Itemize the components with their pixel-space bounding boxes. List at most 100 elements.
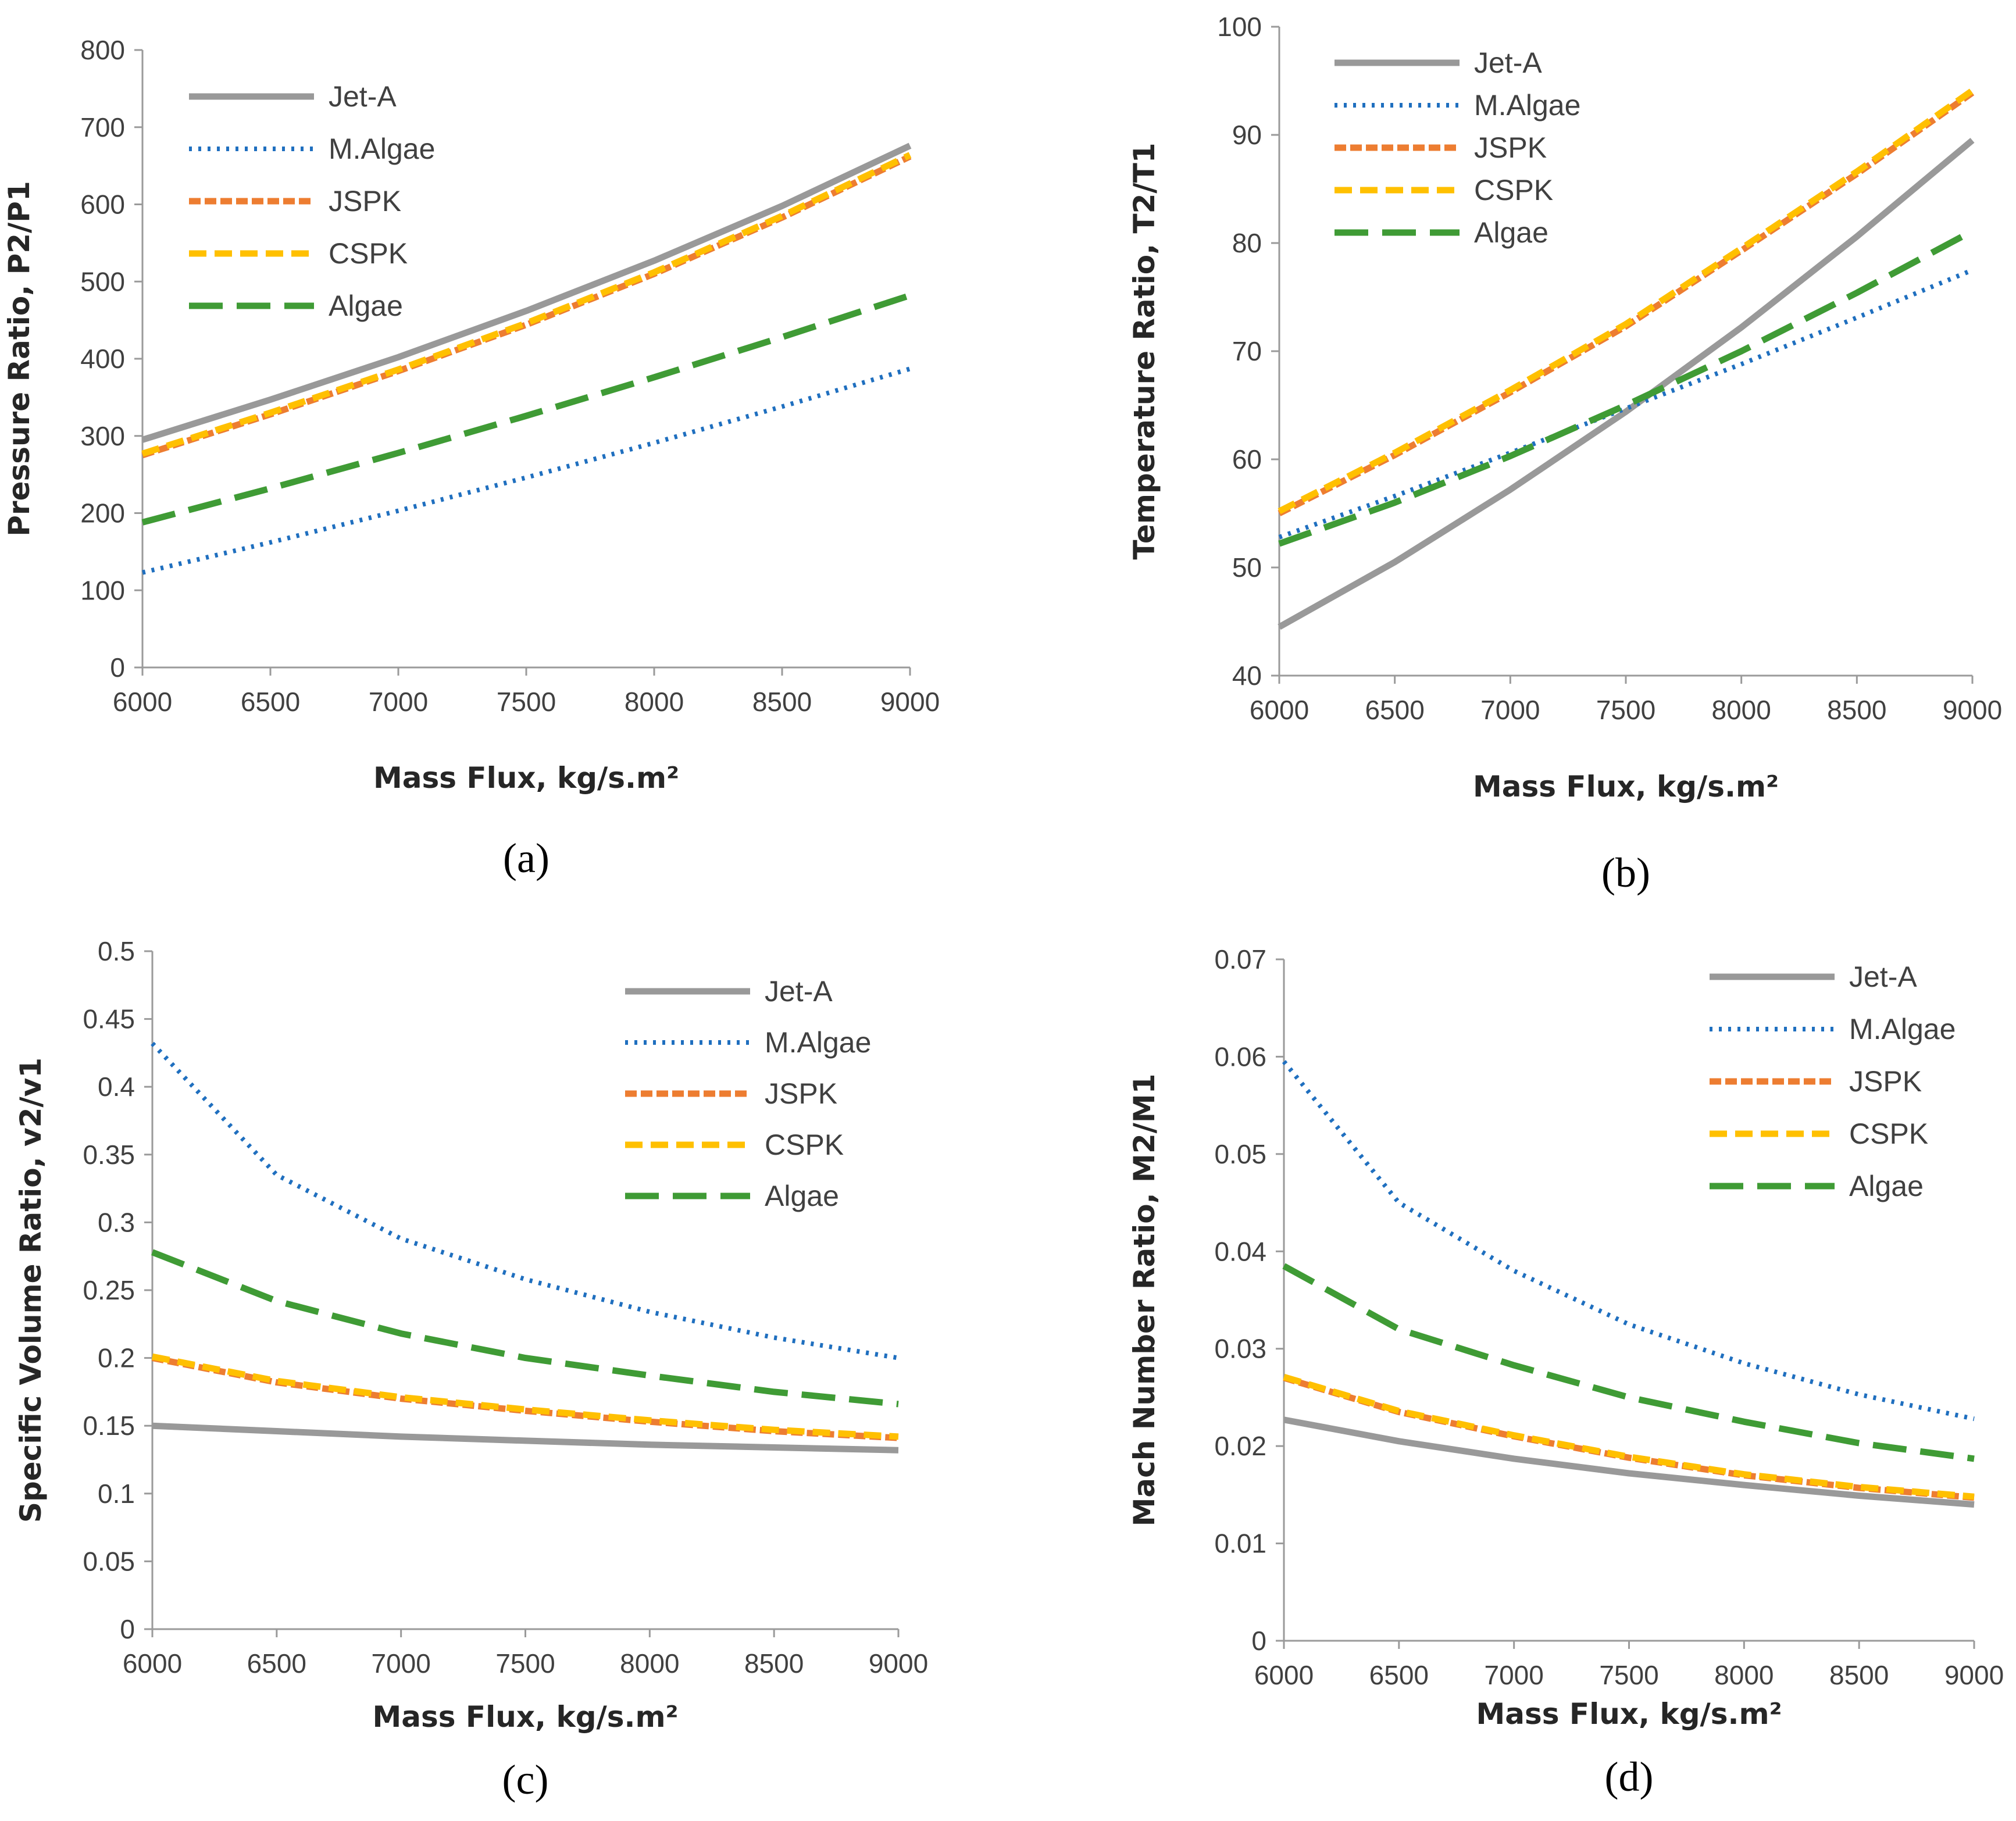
x-axis-title: Mass Flux, kg/s.m²	[372, 1700, 678, 1734]
x-tick-label: 9000	[869, 1648, 928, 1679]
x-tick-label: 6000	[1250, 695, 1309, 725]
y-tick-label: 0.5	[98, 936, 135, 966]
series-line-m-algae	[1278, 267, 1974, 540]
series-line-algae	[1282, 1263, 1975, 1462]
legend-label: CSPK	[1849, 1117, 1928, 1150]
y-tick-label: 0	[110, 652, 125, 683]
series-line-algae	[151, 1249, 899, 1408]
x-tick-label: 7500	[497, 687, 556, 717]
y-tick-label: 0	[1251, 1626, 1266, 1656]
series-line-m-algae	[1282, 1060, 1975, 1422]
y-tick-label: 0.45	[83, 1004, 135, 1034]
legend-label: Algae	[1474, 216, 1548, 249]
legend-label: JSPK	[1849, 1065, 1922, 1098]
y-tick-label: 40	[1232, 660, 1262, 691]
series-line-jspk	[1278, 90, 1975, 516]
y-tick-label: 0.25	[83, 1275, 135, 1305]
legend-label: M.Algae	[1849, 1013, 1956, 1045]
chart-panel-2: 40 50 60 70 80 90 100 6000 6500 7000 7500 8000 8500 9…	[1127, 12, 2002, 896]
legend-label: Jet-A	[329, 80, 397, 113]
legend-label: CSPK	[765, 1129, 844, 1161]
x-tick-label: 7000	[369, 687, 428, 717]
series-line-m-algae	[142, 366, 911, 575]
y-tick-label: 0.05	[83, 1546, 135, 1576]
x-axis-title: Mass Flux, kg/s.m²	[1476, 1697, 1782, 1731]
y-tick-label: 200	[80, 498, 125, 529]
x-tick-label: 8500	[752, 687, 812, 717]
chart-panel-1: 0 100 200 300 400 500 600 700 800 6000 6500 7000 750…	[2, 35, 940, 881]
chart-panel-3: 0 0.05 0.1 0.15 0.2 0.25 0.3 0.35 0.4 0.45 0.5 6000…	[14, 936, 928, 1803]
series-line-jet-a	[152, 1422, 899, 1454]
panel-caption: (c)	[502, 1756, 549, 1803]
x-tick-label: 9000	[880, 687, 940, 717]
y-tick-label: 0.4	[98, 1072, 135, 1102]
legend-label: CSPK	[329, 237, 408, 270]
legend-label: CSPK	[1474, 174, 1553, 206]
x-tick-label: 6500	[241, 687, 300, 717]
chart-panel-4: 0 0.01 0.02 0.03 0.04 0.05 0.06 0.07 6000 6500 700…	[1127, 944, 2004, 1800]
x-tick-label: 7500	[1599, 1660, 1658, 1690]
y-tick-label: 0.2	[98, 1343, 135, 1373]
y-tick-label: 50	[1232, 552, 1262, 583]
x-tick-label: 8500	[1829, 1660, 1889, 1690]
x-tick-label: 8500	[744, 1648, 804, 1679]
y-tick-label: 0.1	[98, 1479, 135, 1509]
series-line-jspk	[1283, 1374, 1975, 1501]
y-axis-title: Pressure Ratio, P2/P1	[2, 181, 36, 536]
legend-label: Algae	[1849, 1170, 1924, 1202]
series-line-cspk	[1278, 88, 1975, 515]
y-tick-label: 0.07	[1214, 944, 1266, 974]
legend-label: JSPK	[1474, 131, 1547, 164]
series-line-jet-a	[1283, 1416, 1975, 1508]
x-tick-label: 9000	[1943, 695, 2002, 725]
y-tick-label: 60	[1232, 444, 1262, 474]
x-tick-label: 7000	[1484, 1660, 1543, 1690]
x-axis-title: Mass Flux, kg/s.m²	[1473, 770, 1779, 804]
y-tick-label: 500	[80, 266, 125, 297]
series-line-cspk	[141, 152, 912, 457]
y-tick-label: 0.35	[83, 1140, 135, 1170]
y-tick-label: 100	[1217, 12, 1262, 42]
y-tick-label: 0.15	[83, 1411, 135, 1441]
y-tick-label: 800	[80, 35, 125, 65]
x-tick-label: 6000	[123, 1648, 182, 1679]
legend-label: Jet-A	[1474, 47, 1542, 79]
series-line-jspk	[151, 1355, 899, 1441]
x-tick-label: 6500	[247, 1648, 306, 1679]
y-axis-title: Mach Number Ratio, M2/M1	[1127, 1074, 1161, 1527]
series-line-algae	[141, 292, 911, 526]
legend: Jet-A M.Algae JSPK CSPK Algae	[1335, 47, 1580, 249]
x-tick-label: 7000	[371, 1648, 430, 1679]
legend-label: Algae	[765, 1180, 839, 1212]
x-axis-title: Mass Flux, kg/s.m²	[373, 761, 679, 795]
x-tick-label: 9000	[1944, 1660, 2004, 1690]
y-axis-title: Specific Volume Ratio, v2/v1	[14, 1058, 48, 1523]
y-tick-label: 0.02	[1214, 1431, 1266, 1461]
legend-label: JSPK	[765, 1077, 837, 1110]
panel-caption: (a)	[503, 835, 550, 881]
y-axis-title: Temperature Ratio, T2/T1	[1127, 142, 1161, 559]
legend-label: M.Algae	[765, 1026, 871, 1059]
x-tick-label: 8000	[1711, 695, 1771, 725]
y-tick-label: 700	[80, 112, 125, 142]
x-tick-label: 8000	[1714, 1660, 1774, 1690]
y-tick-label: 0.3	[98, 1207, 135, 1237]
x-tick-label: 6500	[1365, 695, 1424, 725]
legend: Jet-A M.Algae JSPK CSPK Algae	[625, 975, 871, 1212]
legend-label: M.Algae	[329, 133, 435, 165]
legend: Jet-A M.Algae JSPK CSPK Algae	[1710, 961, 1956, 1202]
x-tick-label: 6500	[1369, 1660, 1429, 1690]
series-line-jet-a	[1278, 138, 1975, 630]
legend-label: JSPK	[329, 185, 401, 217]
y-tick-label: 0.01	[1214, 1529, 1266, 1559]
legend: Jet-A M.Algae JSPK CSPK Algae	[189, 80, 435, 322]
x-tick-label: 7000	[1480, 695, 1540, 725]
legend-label: M.Algae	[1474, 89, 1580, 122]
y-tick-label: 0.04	[1214, 1236, 1266, 1266]
y-tick-label: 90	[1232, 120, 1262, 150]
y-tick-label: 400	[80, 344, 125, 374]
y-tick-label: 0.03	[1214, 1334, 1266, 1364]
x-tick-label: 8000	[620, 1648, 679, 1679]
series-line-cspk	[151, 1353, 899, 1440]
y-tick-label: 100	[80, 575, 125, 605]
